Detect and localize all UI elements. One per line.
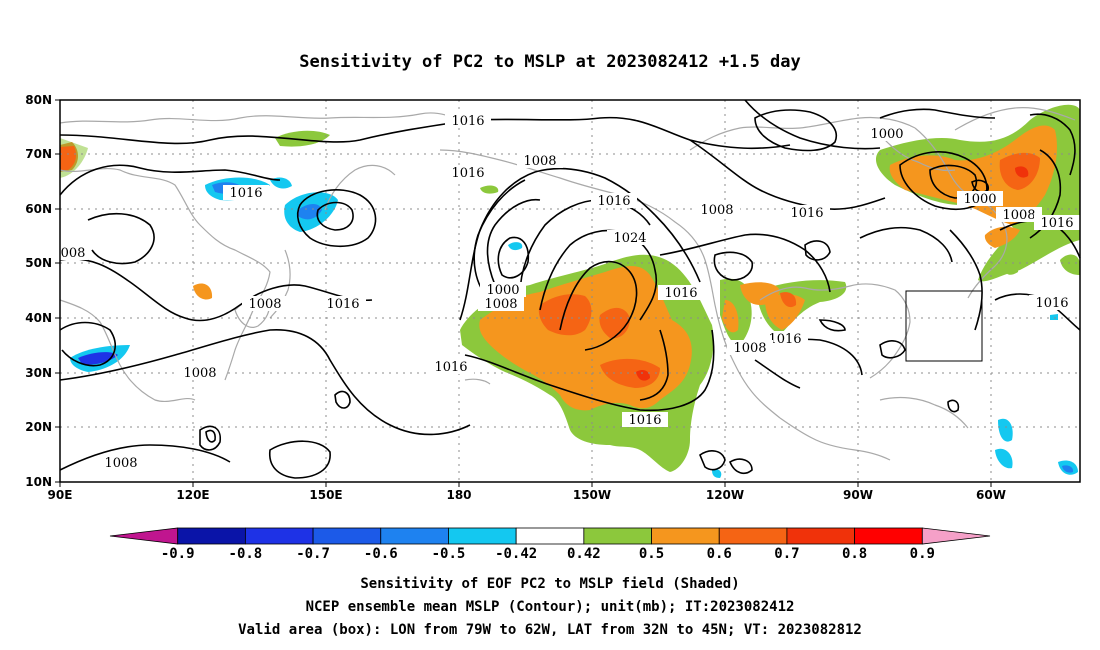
contour-label: 1008 <box>733 341 766 356</box>
contour-label: 1000 <box>870 127 903 142</box>
lon-label: 120W <box>706 488 744 502</box>
lon-label: 120E <box>176 488 209 502</box>
lat-label: 80N <box>25 93 52 107</box>
contour-label: 1016 <box>434 360 467 375</box>
map-border <box>59 99 1081 483</box>
colorbar-label: -0.42 <box>495 546 537 562</box>
colorbar-swatch <box>718 527 788 545</box>
lon-label: 150W <box>573 488 611 502</box>
colorbar-arrow-low <box>109 527 179 545</box>
lon-label: 90E <box>48 488 73 502</box>
contour-label-partial: 008 <box>61 246 86 261</box>
lat-label: 70N <box>25 147 52 161</box>
ticks <box>55 99 992 487</box>
contour-label: 1016 <box>597 194 630 209</box>
valid-area-box <box>905 290 983 362</box>
contour-label: 1000 <box>963 192 996 207</box>
lat-label: 10N <box>25 475 52 489</box>
colorbar-label: -0.6 <box>364 546 398 562</box>
colorbar-label: -0.5 <box>432 546 466 562</box>
lon-label: 90W <box>843 488 873 502</box>
contour-label: 1008 <box>523 154 556 169</box>
mslp-contours <box>59 99 1081 479</box>
contour-label: 1008 <box>248 297 281 312</box>
contour-label: 1008 <box>104 456 137 471</box>
lon-label: 150E <box>309 488 342 502</box>
lon-labels: 90E 120E 150E 180 150W 120W 90W 60W <box>48 488 1006 502</box>
lat-label: 40N <box>25 311 52 325</box>
map-title: Sensitivity of PC2 to MSLP at 2023082412… <box>299 52 801 72</box>
colorbar-label: 0.7 <box>774 546 799 562</box>
colorbar-label: 0.5 <box>639 546 664 562</box>
colorbar-swatch <box>515 527 585 545</box>
contour-label: 1024 <box>613 231 646 246</box>
contour-label: 1016 <box>326 297 359 312</box>
contour-label: 1008 <box>1002 208 1035 223</box>
graticule <box>60 100 1080 482</box>
lat-labels: 80N 70N 60N 50N 40N 30N 20N 10N <box>25 93 52 489</box>
colorbar-swatch <box>854 527 923 545</box>
lon-label: 180 <box>446 488 471 502</box>
lon-label: 60W <box>976 488 1006 502</box>
caption-contour: NCEP ensemble mean MSLP (Contour); unit(… <box>306 599 795 615</box>
colorbar-arrow-high <box>921 527 991 545</box>
colorbar-swatch <box>244 527 314 545</box>
contour-label: 1016 <box>451 114 484 129</box>
contour-label: 1016 <box>451 166 484 181</box>
colorbar: -0.9 -0.8 -0.7 -0.6 -0.5 -0.42 0.42 0.5 0.6 0.7 0.… <box>109 527 991 562</box>
shading-positive-red <box>60 138 1040 388</box>
colorbar-label: -0.9 <box>161 546 195 562</box>
lat-label: 20N <box>25 420 52 434</box>
map-panel: 1016 1016 1008 1016 1000 1016 1008 1016 … <box>25 93 1081 502</box>
colorbar-label: -0.7 <box>296 546 330 562</box>
colorbar-label: 0.6 <box>707 546 732 562</box>
contour-label: 1016 <box>628 413 661 428</box>
contour-label: 1016 <box>664 286 697 301</box>
colorbar-swatch <box>380 527 449 545</box>
colorbar-label: 0.8 <box>842 546 867 562</box>
contour-label: 1000 <box>486 283 519 298</box>
contour-label: 1008 <box>484 297 517 312</box>
contour-label: 1008 <box>183 366 216 381</box>
colorbar-swatch <box>312 527 382 545</box>
contour-label: 1016 <box>1040 216 1073 231</box>
lat-label: 30N <box>25 366 52 380</box>
lat-label: 60N <box>25 202 52 216</box>
caption-valid-area: Valid area (box): LON from 79W to 62W, L… <box>238 622 862 638</box>
contour-label: 1016 <box>768 332 801 347</box>
colorbar-swatch <box>651 527 720 545</box>
contour-label: 1016 <box>229 186 262 201</box>
colorbar-swatch <box>448 527 517 545</box>
colorbar-label: 0.9 <box>910 546 935 562</box>
contour-label: 1008 <box>700 203 733 218</box>
colorbar-label: -0.8 <box>229 546 263 562</box>
contour-label: 1016 <box>1035 296 1068 311</box>
caption-shaded: Sensitivity of EOF PC2 to MSLP field (Sh… <box>360 576 739 592</box>
contour-labels: 1016 1016 1008 1016 1000 1016 1008 1016 … <box>60 113 1080 471</box>
colorbar-swatch <box>583 527 652 545</box>
colorbar-label: 0.42 <box>567 546 601 562</box>
lat-label: 50N <box>25 256 52 270</box>
colorbar-swatch <box>786 527 856 545</box>
colorbar-swatch <box>177 527 246 545</box>
contour-label: 1016 <box>790 206 823 221</box>
